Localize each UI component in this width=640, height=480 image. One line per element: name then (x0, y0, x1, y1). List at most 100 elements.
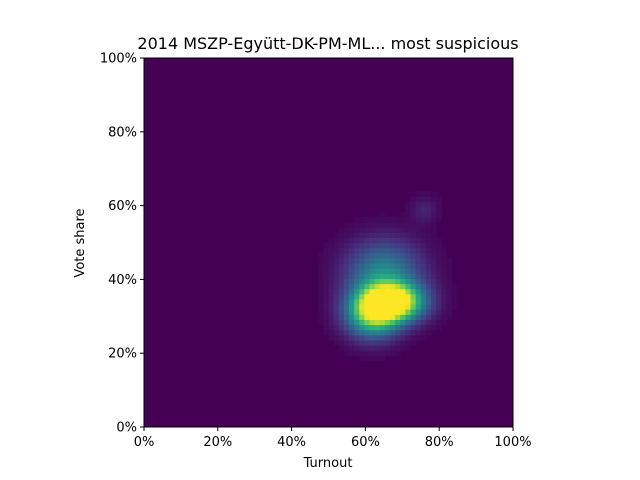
heatmap-cell (379, 263, 386, 269)
heatmap-cell (436, 211, 442, 218)
heatmap-cell (359, 237, 365, 244)
heatmap-cell (333, 257, 340, 264)
heatmap-cell (420, 201, 427, 208)
heatmap-cell (354, 216, 360, 223)
heatmap-cell (446, 288, 453, 295)
heatmap-cell (384, 227, 391, 233)
heatmap-cell (441, 268, 447, 274)
heatmap-cell (349, 257, 355, 264)
heatmap-cell (400, 309, 406, 315)
heatmap-cell (379, 304, 386, 310)
heatmap-cell (338, 268, 345, 274)
heatmap-cell (420, 283, 427, 290)
heatmap-cell (431, 227, 437, 233)
heatmap-cell (318, 309, 324, 315)
heatmap-cell (318, 304, 324, 310)
heatmap-cell (349, 268, 355, 274)
heatmap-cell (395, 216, 401, 223)
heatmap-cell (441, 263, 447, 269)
heatmap-cell (369, 314, 376, 320)
heatmap-cell (400, 257, 406, 264)
heatmap-cell (364, 288, 371, 295)
heatmap-cell (431, 298, 437, 305)
heatmap-cell (384, 293, 391, 300)
heatmap-cell (405, 278, 412, 285)
heatmap-cell (390, 216, 396, 223)
heatmap-cell (431, 314, 437, 320)
heatmap-cell (364, 216, 371, 223)
heatmap-cell (405, 334, 412, 341)
heatmap-cell (328, 247, 335, 254)
heatmap-cell (379, 309, 386, 315)
heatmap-cell (431, 222, 437, 228)
heatmap-cell (359, 247, 365, 254)
heatmap-cell (359, 227, 365, 233)
heatmap-cell (323, 273, 330, 279)
heatmap-cell (415, 273, 422, 279)
heatmap-cell (379, 324, 386, 331)
heatmap-cell (359, 345, 365, 351)
heatmap-cell (425, 237, 432, 244)
heatmap-cell (343, 222, 350, 228)
heatmap-cell (369, 278, 376, 285)
heatmap-cell (390, 345, 396, 351)
y-tick-label: 100% (100, 52, 137, 67)
heatmap-cell (441, 293, 447, 300)
heatmap-cell (390, 288, 396, 295)
heatmap-cell (359, 242, 365, 249)
heatmap-cell (436, 298, 442, 305)
heatmap-cell (359, 273, 365, 279)
heatmap-cell (379, 283, 386, 290)
heatmap-cell (395, 278, 401, 285)
heatmap-cell (425, 324, 432, 331)
heatmap-cell (384, 216, 391, 223)
heatmap-cell (333, 283, 340, 290)
heatmap-cell (369, 237, 376, 244)
heatmap-cell (374, 237, 381, 244)
heatmap-cell (374, 319, 381, 326)
heatmap-cell (405, 222, 412, 228)
heatmap-cell (400, 345, 406, 351)
heatmap-cell (369, 268, 376, 274)
heatmap-cell (328, 288, 335, 295)
heatmap-cell (446, 304, 453, 310)
heatmap-cell (333, 242, 340, 249)
heatmap-cell (338, 339, 345, 346)
heatmap-cell (441, 283, 447, 290)
heatmap-cell (364, 298, 371, 305)
heatmap-cell (369, 334, 376, 341)
heatmap-cell (364, 345, 371, 351)
heatmap-cell (384, 329, 391, 336)
y-tick-label: 0% (116, 421, 137, 436)
heatmap-cell (420, 329, 427, 336)
heatmap-cell (400, 242, 406, 249)
heatmap-cell (410, 278, 417, 285)
heatmap-cell (405, 309, 412, 315)
heatmap-cell (405, 273, 412, 279)
heatmap-cell (318, 283, 324, 290)
heatmap-cell (441, 298, 447, 305)
heatmap-cell (369, 309, 376, 315)
heatmap-cell (343, 329, 350, 336)
heatmap-cell (395, 268, 401, 274)
heatmap-cell (359, 232, 365, 238)
heatmap-cell (354, 293, 360, 300)
heatmap-cell (436, 314, 442, 320)
heatmap-cell (390, 278, 396, 285)
heatmap-cell (405, 211, 412, 218)
heatmap-cell (364, 222, 371, 228)
heatmap-cell (323, 298, 330, 305)
heatmap-cell (446, 257, 453, 264)
heatmap-cell (410, 334, 417, 341)
heatmap-cell (415, 222, 422, 228)
heatmap-cell (400, 211, 406, 218)
heatmap-cell (405, 257, 412, 264)
heatmap-cell (436, 283, 442, 290)
heatmap-cell (451, 283, 458, 290)
heatmap-cell (420, 247, 427, 254)
heatmap-cell (395, 293, 401, 300)
heatmap-cell (338, 257, 345, 264)
heatmap-cell (349, 278, 355, 285)
heatmap-cell (415, 298, 422, 305)
heatmap-cell (425, 222, 432, 228)
